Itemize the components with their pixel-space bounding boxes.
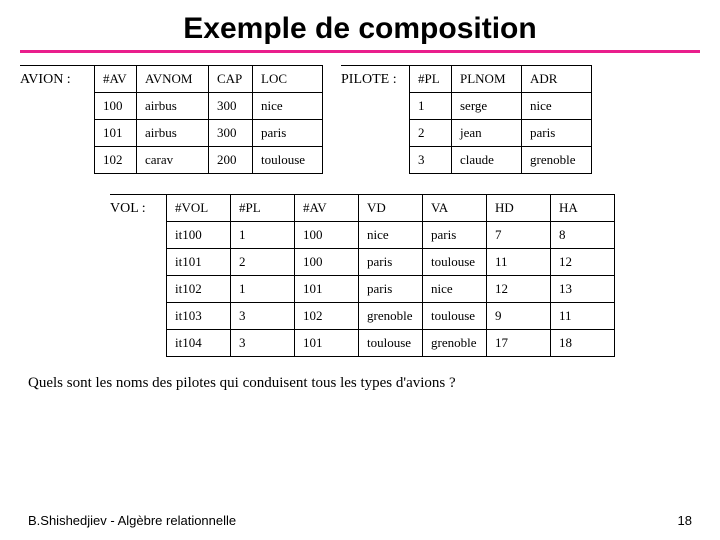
accent-divider bbox=[20, 50, 700, 53]
footer-author: B.Shishedjiev - Algèbre relationnelle bbox=[28, 513, 236, 528]
col-header: #PL bbox=[410, 66, 452, 93]
col-header: #AV bbox=[95, 66, 137, 93]
page-number: 18 bbox=[678, 513, 692, 528]
table-row: it1021101parisnice1213 bbox=[167, 276, 615, 303]
table-row: it1001100niceparis78 bbox=[167, 222, 615, 249]
table-row: 3claudegrenoble bbox=[410, 147, 592, 174]
table-row: it1033102grenobletoulouse911 bbox=[167, 303, 615, 330]
question-text: Quels sont les noms des pilotes qui cond… bbox=[28, 375, 700, 392]
slide-footer: B.Shishedjiev - Algèbre relationnelle 18 bbox=[28, 513, 692, 528]
table-row: #VOL #PL #AV VD VA HD HA bbox=[167, 195, 615, 222]
avion-table: #AV AVNOM CAP LOC 100airbus300nice 101ai… bbox=[94, 65, 323, 174]
col-header: AVNOM bbox=[137, 66, 209, 93]
pilote-label: PILOTE : bbox=[341, 65, 409, 88]
col-header: #PL bbox=[231, 195, 295, 222]
col-header: PLNOM bbox=[452, 66, 522, 93]
table-row: 101airbus300paris bbox=[95, 120, 323, 147]
col-header: HA bbox=[551, 195, 615, 222]
col-header: VA bbox=[423, 195, 487, 222]
vol-table: #VOL #PL #AV VD VA HD HA it1001100nicepa… bbox=[166, 194, 615, 357]
col-header: HD bbox=[487, 195, 551, 222]
col-header: VD bbox=[359, 195, 423, 222]
table-row: it1043101toulousegrenoble1718 bbox=[167, 330, 615, 357]
col-header: #AV bbox=[295, 195, 359, 222]
col-header: LOC bbox=[253, 66, 323, 93]
col-header: #VOL bbox=[167, 195, 231, 222]
table-row: it1012100paristoulouse1112 bbox=[167, 249, 615, 276]
table-row: #AV AVNOM CAP LOC bbox=[95, 66, 323, 93]
col-header: ADR bbox=[522, 66, 592, 93]
table-row: 2jeanparis bbox=[410, 120, 592, 147]
table-row: 1sergenice bbox=[410, 93, 592, 120]
col-header: CAP bbox=[209, 66, 253, 93]
table-row: 102carav200toulouse bbox=[95, 147, 323, 174]
pilote-table: #PL PLNOM ADR 1sergenice 2jeanparis 3cla… bbox=[409, 65, 592, 174]
upper-tables-row: AVION : #AV AVNOM CAP LOC 100airbus300ni… bbox=[20, 65, 700, 174]
vol-label: VOL : bbox=[110, 194, 166, 357]
table-row: 100airbus300nice bbox=[95, 93, 323, 120]
vol-row: VOL : #VOL #PL #AV VD VA HD HA it1001100… bbox=[20, 194, 700, 357]
table-row: #PL PLNOM ADR bbox=[410, 66, 592, 93]
avion-label: AVION : bbox=[20, 65, 94, 88]
slide-title: Exemple de composition bbox=[20, 12, 700, 46]
